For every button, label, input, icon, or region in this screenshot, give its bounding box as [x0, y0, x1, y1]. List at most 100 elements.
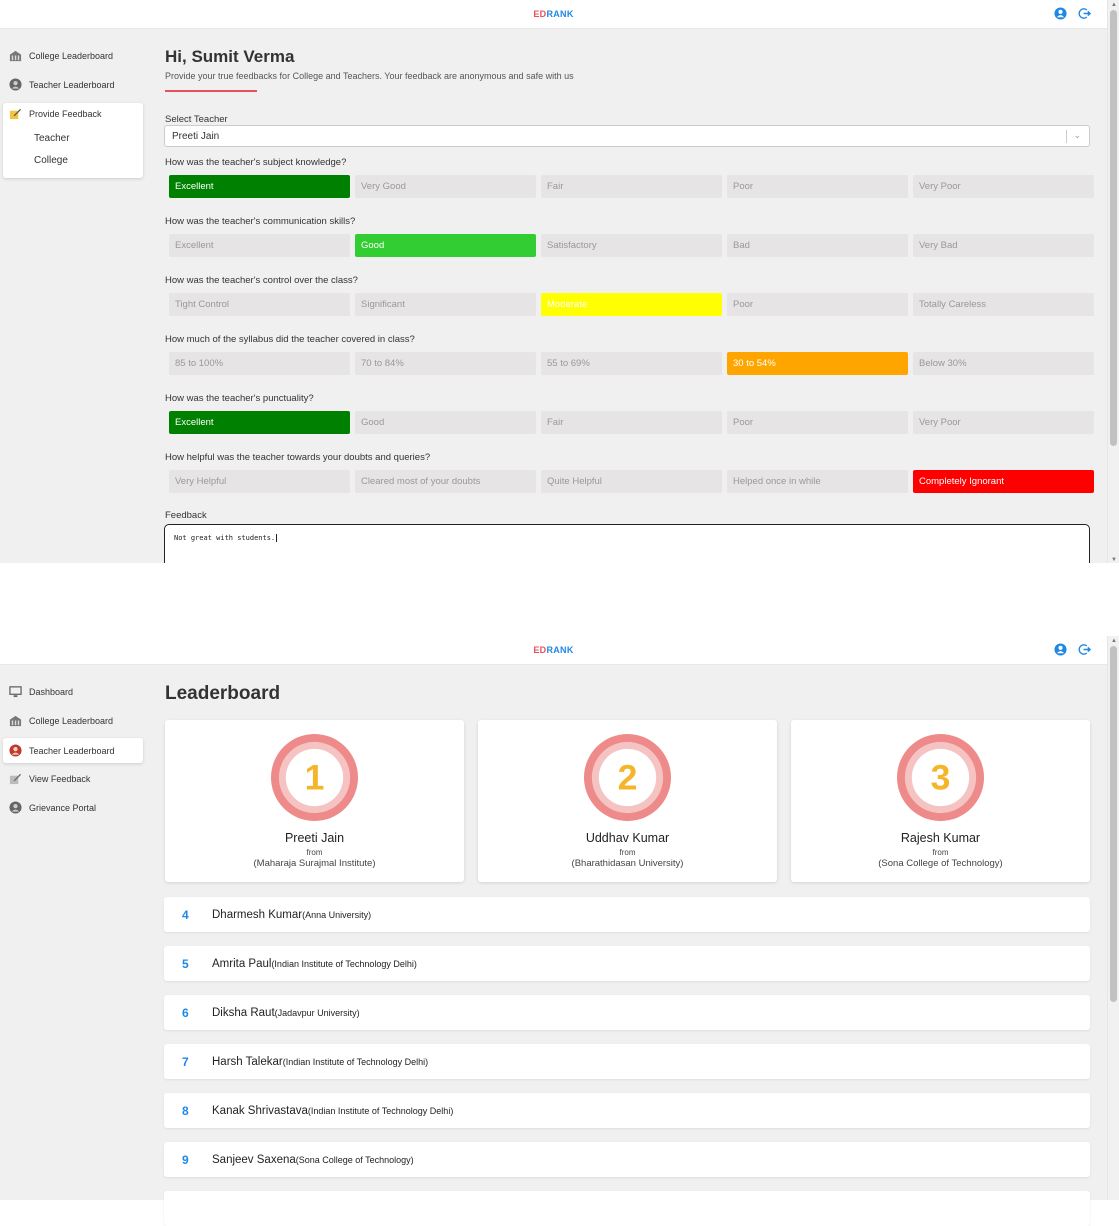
top-bar: EDRANK [0, 0, 1107, 29]
scroll-up-arrow[interactable]: ▲ [1111, 638, 1117, 644]
teacher-name: Sanjeev Saxena [212, 1153, 296, 1166]
rating-option-button[interactable]: Very Good [355, 175, 536, 198]
rating-option-button[interactable]: Good [355, 411, 536, 434]
rank-number: 5 [182, 956, 189, 971]
rating-option-button[interactable]: Very Bad [913, 234, 1094, 257]
rating-option-button[interactable]: Bad [727, 234, 908, 257]
scroll-thumb[interactable] [1110, 10, 1117, 446]
teacher-select[interactable]: Preeti Jain ⌄ [164, 125, 1090, 147]
rating-option-button[interactable]: 85 to 100% [169, 352, 350, 375]
user-icon[interactable] [1054, 643, 1067, 656]
rank-medal-icon: 1 [270, 733, 359, 822]
rating-option-button[interactable]: Poor [727, 175, 908, 198]
rating-option-button[interactable]: Tight Control [169, 293, 350, 316]
logout-icon[interactable] [1078, 7, 1091, 20]
rating-option-button[interactable]: Totally Careless [913, 293, 1094, 316]
leaderboard-row[interactable]: 8 Kanak Shrivastava (Indian Institute of T… [164, 1093, 1090, 1128]
teacher-institute: (Anna University) [302, 909, 372, 920]
feedback-textarea[interactable]: Not great with students. [164, 524, 1090, 563]
leaderboard-row[interactable]: 9 Sanjeev Saxena (Sona College of Technolo… [164, 1142, 1090, 1177]
teacher-name: Diksha Raut [212, 1006, 275, 1019]
teacher-name: Uddhav Kumar [585, 831, 670, 845]
leaderboard-row[interactable] [164, 1191, 1090, 1226]
rating-option-button[interactable]: Excellent [169, 175, 350, 198]
leaderboard-row[interactable]: 7 Harsh Talekar (Indian Institute of Techn… [164, 1044, 1090, 1079]
from-label: from [619, 848, 636, 857]
rank-number: 3 [931, 757, 951, 797]
page-subtitle: Provide your true feedbacks for College … [165, 71, 574, 81]
sidebar-item-grievance-portal[interactable]: Grievance Portal [3, 795, 143, 820]
rank-medal-icon: 2 [583, 733, 672, 822]
select-teacher-label: Select Teacher [165, 114, 228, 125]
sidebar-item-teacher-leaderboard[interactable]: Teacher Leaderboard [3, 72, 143, 97]
sidebar-item-dashboard[interactable]: Dashboard [3, 679, 143, 704]
question-label: How was the teacher's subject knowledge? [165, 157, 347, 168]
rating-option-button[interactable]: Fair [541, 411, 722, 434]
rating-option-button[interactable]: Excellent [169, 411, 350, 434]
top-rank-card[interactable]: 1 Preeti Jain from (Maharaja Surajmal Insti… [165, 720, 464, 882]
rating-option-button[interactable]: Very Poor [913, 175, 1094, 198]
rank-number: 6 [182, 1005, 189, 1020]
question-label: How helpful was the teacher towards your… [165, 452, 431, 463]
rating-option-button[interactable]: Helped once in while [727, 470, 908, 493]
leaderboard-row[interactable]: 6 Diksha Raut (Jadavpur University) [164, 995, 1090, 1030]
from-label: from [306, 848, 323, 857]
scrollbar[interactable]: ▲ ▼ [1107, 0, 1119, 563]
chevron-down-icon[interactable]: ⌄ [1073, 130, 1081, 140]
rating-option-button[interactable]: Moderate [541, 293, 722, 316]
teacher-institute: (Jadavpur University) [274, 1007, 360, 1018]
question-label: How much of the syllabus did the teacher… [165, 334, 415, 345]
rating-option-button[interactable]: Very Poor [913, 411, 1094, 434]
leaderboard-row[interactable]: 5 Amrita Paul (Indian Institute of Technol… [164, 946, 1090, 981]
top-rank-card[interactable]: 2 Uddhav Kumar from (Bharathidasan Universi… [478, 720, 777, 882]
sidebar-item-college-leaderboard[interactable]: College Leaderboard [3, 43, 143, 68]
rating-option-button[interactable]: 30 to 54% [727, 352, 908, 375]
sidebar-subitem-teacher[interactable]: Teacher [34, 133, 70, 144]
sidebar-item-college-leaderboard[interactable]: College Leaderboard [3, 708, 143, 733]
sidebar-item-view-feedback[interactable]: View Feedback [3, 766, 143, 791]
rating-option-button[interactable]: Fair [541, 175, 722, 198]
rating-option-button[interactable]: Poor [727, 293, 908, 316]
rating-option-button[interactable]: 55 to 69% [541, 352, 722, 375]
sidebar-subitem-college[interactable]: College [34, 155, 68, 166]
brand-logo[interactable]: EDRANK [533, 9, 574, 19]
rank-number: 7 [182, 1054, 189, 1069]
feedback-label: Feedback [165, 510, 207, 521]
logout-icon[interactable] [1078, 643, 1091, 656]
feedback-screen: EDRANK College Leaderboard Teacher Leade… [0, 0, 1119, 563]
rank-number: 1 [305, 757, 325, 797]
rating-option-button[interactable]: Poor [727, 411, 908, 434]
monitor-icon [8, 685, 22, 699]
rating-option-button[interactable]: Satisfactory [541, 234, 722, 257]
scroll-down-arrow[interactable]: ▼ [1111, 557, 1117, 563]
rating-option-button[interactable]: Significant [355, 293, 536, 316]
teacher-name: Kanak Shrivastava [212, 1104, 308, 1117]
text-cursor [276, 534, 278, 542]
rating-option-button[interactable]: Below 30% [913, 352, 1094, 375]
rating-option-button[interactable]: Very Helpful [169, 470, 350, 493]
scrollbar[interactable]: ▲ [1107, 636, 1119, 1200]
teacher-institute: (Sona College of Technology) [878, 858, 1003, 869]
rating-option-button[interactable]: Good [355, 234, 536, 257]
brand-logo[interactable]: EDRANK [533, 645, 574, 655]
top-bar: EDRANK [0, 636, 1107, 665]
rating-option-button[interactable]: Quite Helpful [541, 470, 722, 493]
top-rank-card[interactable]: 3 Rajesh Kumar from (Sona College of Techno… [791, 720, 1090, 882]
user-icon[interactable] [1054, 7, 1067, 20]
rating-option-button[interactable]: Completely Ignorant [913, 470, 1094, 493]
leaderboard-row[interactable]: 4 Dharmesh Kumar (Anna University) [164, 897, 1090, 932]
title-underline [165, 90, 257, 92]
teacher-avatar-icon [8, 78, 22, 92]
sidebar-item-provide-feedback[interactable]: Provide Feedback [3, 101, 143, 126]
college-building-icon [8, 49, 22, 63]
support-agent-icon [8, 801, 22, 815]
rank-number: 9 [182, 1152, 189, 1167]
rating-option-button[interactable]: Cleared most of your doubts [355, 470, 536, 493]
rating-option-button[interactable]: 70 to 84% [355, 352, 536, 375]
question-label: How was the teacher's control over the c… [165, 275, 358, 286]
sidebar-item-teacher-leaderboard[interactable]: Teacher Leaderboard [3, 738, 143, 763]
rating-option-button[interactable]: Excellent [169, 234, 350, 257]
scroll-up-arrow[interactable]: ▲ [1111, 2, 1117, 8]
teacher-name: Harsh Talekar [212, 1055, 283, 1068]
scroll-thumb[interactable] [1110, 646, 1117, 1002]
